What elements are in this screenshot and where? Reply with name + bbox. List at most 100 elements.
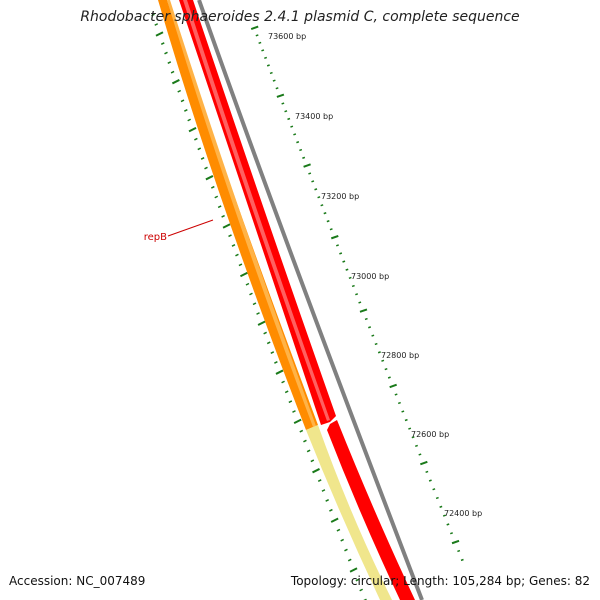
minor-tick: [439, 505, 443, 508]
minor-tick: [263, 331, 267, 335]
minor-tick: [252, 302, 257, 306]
minor-tick: [397, 401, 401, 405]
major-tick: [205, 175, 214, 181]
minor-tick: [351, 284, 355, 288]
major-tick: [330, 234, 339, 240]
map-title: Rhodobacter sphaeroides 2.4.1 plasmid C,…: [80, 9, 520, 25]
major-tick: [293, 418, 302, 424]
minor-tick: [303, 439, 307, 443]
minor-tick: [160, 42, 165, 45]
minor-tick: [329, 228, 333, 231]
minor-tick: [355, 578, 360, 582]
minor-tick: [329, 508, 333, 512]
minor-tick: [358, 301, 362, 304]
major-tick: [275, 369, 284, 375]
minor-tick: [258, 41, 262, 45]
gene-label-line: [167, 219, 214, 237]
minor-tick: [214, 195, 219, 199]
minor-tick: [217, 205, 222, 209]
minor-tick: [450, 532, 454, 535]
minor-tick: [183, 108, 188, 112]
minor-tick: [194, 137, 198, 141]
minor-tick: [460, 558, 464, 562]
gene-label-repB[interactable]: repB: [144, 232, 167, 243]
major-tick: [188, 126, 197, 133]
minor-tick: [310, 459, 315, 463]
minor-tick: [432, 488, 436, 491]
minor-tick: [317, 479, 322, 483]
minor-tick: [317, 196, 321, 199]
minor-tick: [335, 244, 339, 247]
minor-tick: [197, 147, 202, 151]
minor-tick: [264, 56, 268, 60]
minor-tick: [311, 180, 315, 183]
minor-tick: [284, 110, 288, 113]
scale-label: 73000 bp: [351, 272, 389, 281]
minor-tick: [442, 514, 446, 517]
reverse-gene-orange-highlight: [167, 0, 316, 427]
minor-tick: [249, 292, 253, 296]
major-tick: [330, 517, 339, 523]
minor-tick: [292, 410, 296, 413]
minor-tick: [323, 212, 327, 215]
minor-tick: [408, 427, 412, 430]
minor-tick: [221, 214, 225, 218]
minor-tick: [270, 351, 275, 355]
minor-tick: [326, 220, 330, 223]
outer-tick-ring: [250, 25, 464, 562]
major-tick: [312, 468, 320, 474]
minor-tick: [228, 234, 232, 238]
major-tick: [276, 93, 285, 98]
minor-tick: [274, 360, 278, 364]
minor-tick: [340, 538, 345, 542]
scale-labels: 73600 bp 73400 bp 73200 bp 73000 bp 72800 bp…: [268, 32, 482, 518]
minor-tick: [200, 157, 205, 160]
minor-tick: [342, 260, 346, 263]
minor-tick: [180, 99, 185, 103]
minor-tick: [151, 13, 155, 17]
minor-tick: [355, 293, 359, 296]
minor-tick: [314, 188, 318, 191]
minor-tick: [435, 496, 439, 500]
minor-tick: [177, 89, 182, 93]
major-tick: [420, 460, 428, 466]
minor-tick: [235, 253, 239, 257]
minor-tick: [321, 489, 326, 492]
minor-tick: [187, 118, 192, 122]
minor-tick: [320, 204, 324, 207]
reverse-gene-pale[interactable]: [306, 425, 392, 600]
minor-tick: [245, 282, 250, 286]
minor-tick: [154, 23, 159, 26]
minor-tick: [404, 418, 408, 422]
minor-tick: [299, 429, 304, 433]
major-tick: [389, 383, 397, 389]
forward-gene-red-2[interactable]: [327, 420, 415, 600]
minor-tick: [359, 588, 364, 592]
major-tick: [239, 271, 248, 278]
major-tick: [171, 79, 180, 85]
minor-tick: [302, 156, 306, 159]
accession-text: Accession: NC_007489: [9, 574, 146, 588]
minor-tick: [344, 548, 348, 552]
minor-tick: [414, 444, 418, 448]
plasmid-backbone: [197, 0, 424, 600]
minor-tick: [446, 523, 450, 526]
minor-tick: [272, 79, 276, 82]
minor-tick: [308, 172, 312, 175]
minor-tick: [256, 312, 260, 315]
minor-tick: [281, 102, 285, 105]
minor-tick: [164, 51, 168, 55]
minor-tick: [231, 243, 236, 247]
minor-tick: [261, 49, 265, 52]
minor-tick: [287, 117, 291, 121]
minor-tick: [348, 276, 352, 279]
minor-tick: [457, 549, 461, 553]
minor-tick: [381, 359, 385, 362]
minor-tick: [384, 367, 388, 371]
minor-tick: [425, 470, 429, 473]
scale-label: 72400 bp: [444, 509, 482, 518]
minor-tick: [418, 453, 422, 456]
minor-tick: [204, 166, 208, 170]
minor-tick: [269, 71, 273, 75]
minor-tick: [170, 70, 175, 74]
